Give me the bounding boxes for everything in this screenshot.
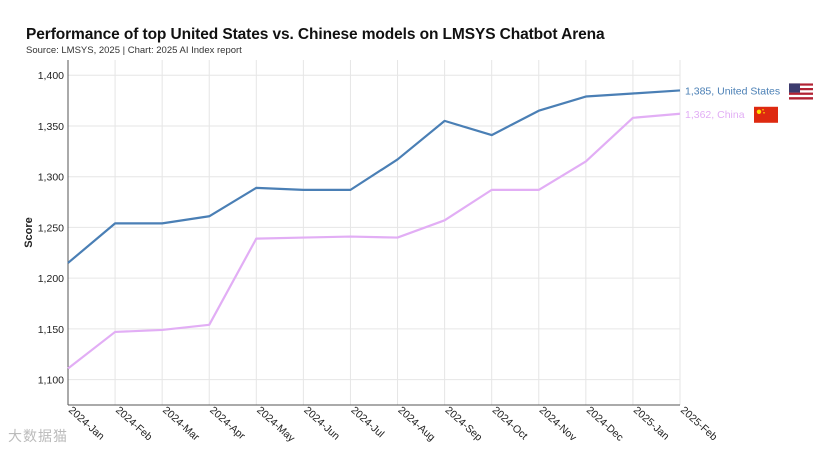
flag-stripe [789,97,813,100]
x-tick-label: 2024-Oct [490,404,530,442]
flag-field [754,106,778,123]
flag-canton [789,83,800,93]
y-axis-label: Score [23,217,35,248]
y-tick-label: 1,400 [38,70,64,82]
x-tick-label: 2024-Sep [443,404,485,443]
x-tick-label: 2025-Jan [631,404,672,442]
x-tick-label: 2024-Aug [396,404,438,443]
y-tick-label: 1,350 [38,121,64,133]
x-tick-label: 2025-Feb [678,404,720,443]
flag-stripe [789,90,813,93]
y-tick-label: 1,150 [38,324,64,336]
series-line-china [67,112,681,370]
x-tick-label: 2024-May [254,404,297,445]
x-tick-label: 2024-Jan [66,404,107,442]
chart-title: Performance of top United States vs. Chi… [26,26,605,43]
axes [67,60,680,406]
chart-source: Source: LMSYS, 2025 | Chart: 2025 AI Ind… [26,45,242,56]
china-flag [754,106,778,123]
flag-stripe [789,92,813,95]
series-line-united-states [67,89,681,264]
x-tick-label: 2024-Mar [160,404,202,443]
x-tick-label: 2024-Jul [348,404,386,440]
y-tick-label: 1,200 [38,273,64,285]
flag-star [763,111,765,114]
flag-stripe [789,85,813,89]
end-label: 1,362, China [685,109,745,121]
x-tick-label: 2024-Feb [113,404,155,443]
gridlines [68,60,681,405]
series [67,89,681,370]
x-tick-label: 2024-Dec [584,404,626,443]
y-tick-label: 1,100 [38,375,64,387]
y-tick-label: 1,300 [38,172,64,184]
x-tick-label: 2024-Jun [301,404,342,442]
end-label: 1,385, United States [685,85,780,97]
watermark: 大数据猫 [8,428,68,444]
flag-stripe [789,94,813,98]
x-tick-label: 2024-Nov [537,404,579,444]
flag-star [756,109,762,114]
flag-stripe [789,88,813,91]
us-flag [789,83,813,100]
y-tick-label: 1,250 [38,222,64,234]
flag-star [762,108,764,111]
x-tick-label: 2024-Apr [207,404,248,442]
flag-stripe [789,83,813,86]
